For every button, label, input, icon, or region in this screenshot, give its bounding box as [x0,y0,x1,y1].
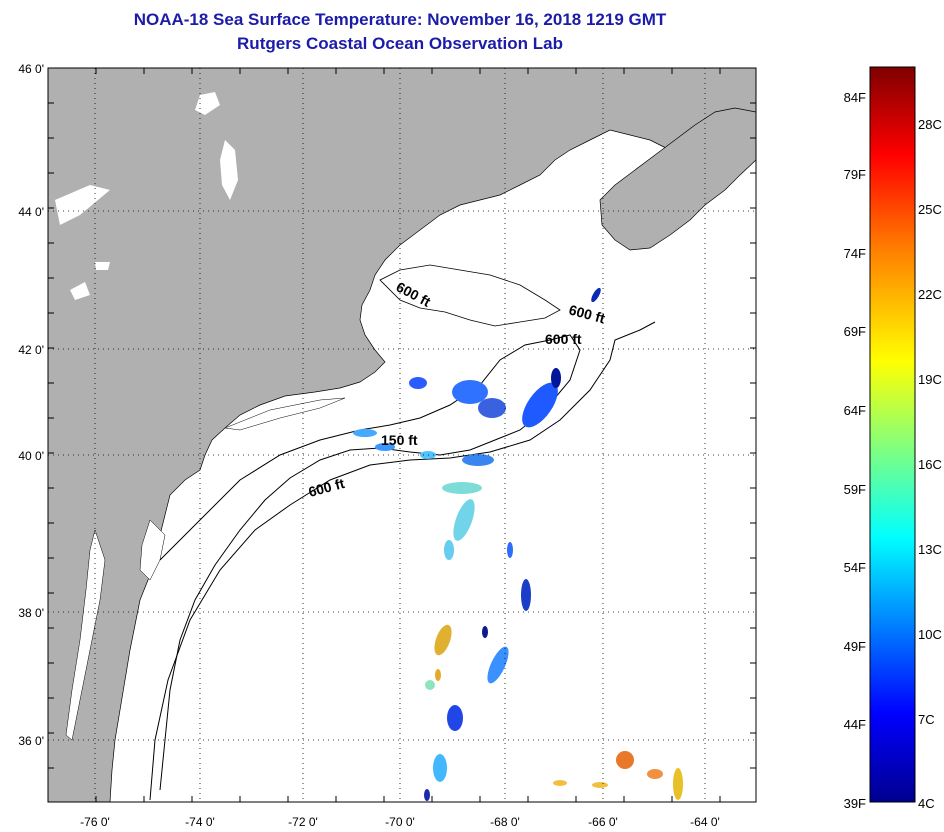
water-long-island-sound [224,397,346,431]
colorbar-f-label: 79F [844,167,866,182]
contour-gulf-of-maine [379,264,561,327]
land-nova-scotia [599,107,756,251]
colorbar-c-label: 25C [918,202,942,217]
longitude-label: -74 0' [185,815,215,829]
colorbar-f-label: 69F [844,324,866,339]
colorbar-f-label: 54F [844,560,866,575]
longitude-labels: -76 0' -74 0' -72 0' -70 0' -68 0' -66 0' -64 … [80,815,720,829]
water-lake [55,185,110,225]
sst-data-patches [353,287,683,801]
colorbar-f-label: 59F [844,482,866,497]
colorbar-c-label: 22C [918,287,942,302]
colorbar-celsius-labels: 28C 25C 22C 19C 16C 13C 10C 7C 4C [918,117,942,811]
contour-600ft [149,321,656,801]
water-lake [70,282,90,300]
map-frame [47,67,757,803]
colorbar-f-label: 84F [844,90,866,105]
map-subtitle: Rutgers Coastal Ocean Observation Lab [237,34,563,53]
colorbar-c-label: 7C [918,712,935,727]
water-lake [195,92,220,115]
latitude-label: 36 0' [18,734,44,748]
colorbar-f-label: 44F [844,717,866,732]
colorbar-c-label: 13C [918,542,942,557]
land-mainland [48,68,756,802]
water-lake [220,140,238,200]
colorbar-f-label: 49F [844,639,866,654]
contour-label: 150 ft [381,432,418,448]
longitude-label: -70 0' [385,815,415,829]
latitude-label: 38 0' [18,606,44,620]
longitude-label: -72 0' [288,815,318,829]
longitude-label: -64 0' [690,815,720,829]
contour-label: 600 ft [545,331,582,347]
colorbar-c-label: 4C [918,796,935,811]
map-title: NOAA-18 Sea Surface Temperature: Novembe… [133,10,667,29]
latitude-label: 42 0' [18,343,44,357]
water-delaware-bay [139,519,166,581]
water-lake [95,262,110,270]
water-chesapeake-bay [65,529,106,741]
latitude-labels: 46 0' 44 0' 42 0' 40 0' 38 0' 36 0' [18,62,44,748]
colorbar-f-label: 64F [844,403,866,418]
latitude-label: 40 0' [18,449,44,463]
map-gridlines [48,68,756,802]
colorbar-fahrenheit-labels: 84F 79F 74F 69F 64F 59F 54F 49F 44F 39F [844,90,866,811]
colorbar-c-label: 28C [918,117,942,132]
longitude-label: -68 0' [490,815,520,829]
longitude-label: -76 0' [80,815,110,829]
colorbar-c-label: 19C [918,372,942,387]
colorbar-f-label: 39F [844,796,866,811]
colorbar-f-label: 74F [844,246,866,261]
colorbar-c-label: 10C [918,627,942,642]
temperature-colorbar [869,66,916,803]
latitude-label: 46 0' [18,62,44,76]
latitude-label: 44 0' [18,205,44,219]
longitude-label: -66 0' [588,815,618,829]
colorbar-c-label: 16C [918,457,942,472]
map-ticks [47,67,756,802]
